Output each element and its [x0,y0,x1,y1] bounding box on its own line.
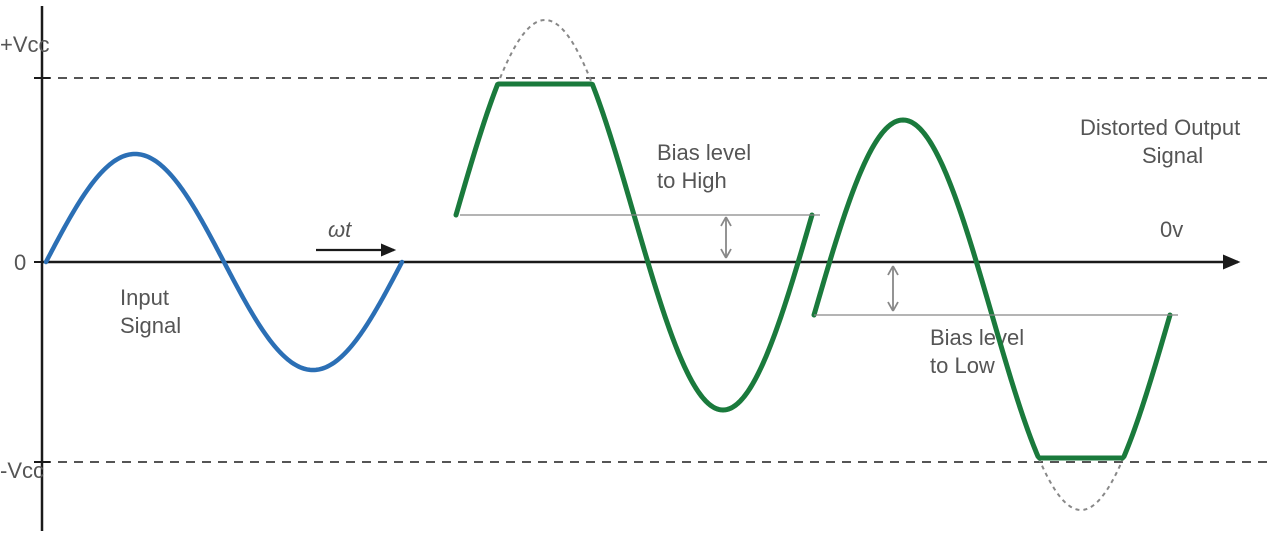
bias-high-label: to High [657,168,727,193]
bias-low-bias-arrow [888,266,898,311]
bias-low-wave [814,120,1170,458]
input-signal-label: Input [120,285,169,310]
input-signal-label: Signal [120,313,181,338]
zero-volt-label: 0v [1160,217,1183,242]
bias-high-label: Bias level [657,140,751,165]
distorted-output-label: Signal [1142,143,1203,168]
bias-high-bias-arrow [721,217,731,258]
bias-high-wave [456,84,812,410]
distorted-output-label: Distorted Output [1080,115,1240,140]
bias-low-label: Bias level [930,325,1024,350]
signal-distortion-diagram: +Vcc -Vcc 0 Input Signal ωt 0v Bias level to Hig… [0,0,1280,537]
zero-label: 0 [14,250,26,275]
minus-vcc-label: -Vcc [0,458,44,483]
bias-low-label: to Low [930,353,995,378]
omega-t-label: ωt [328,217,352,242]
plus-vcc-label: +Vcc [0,32,50,57]
